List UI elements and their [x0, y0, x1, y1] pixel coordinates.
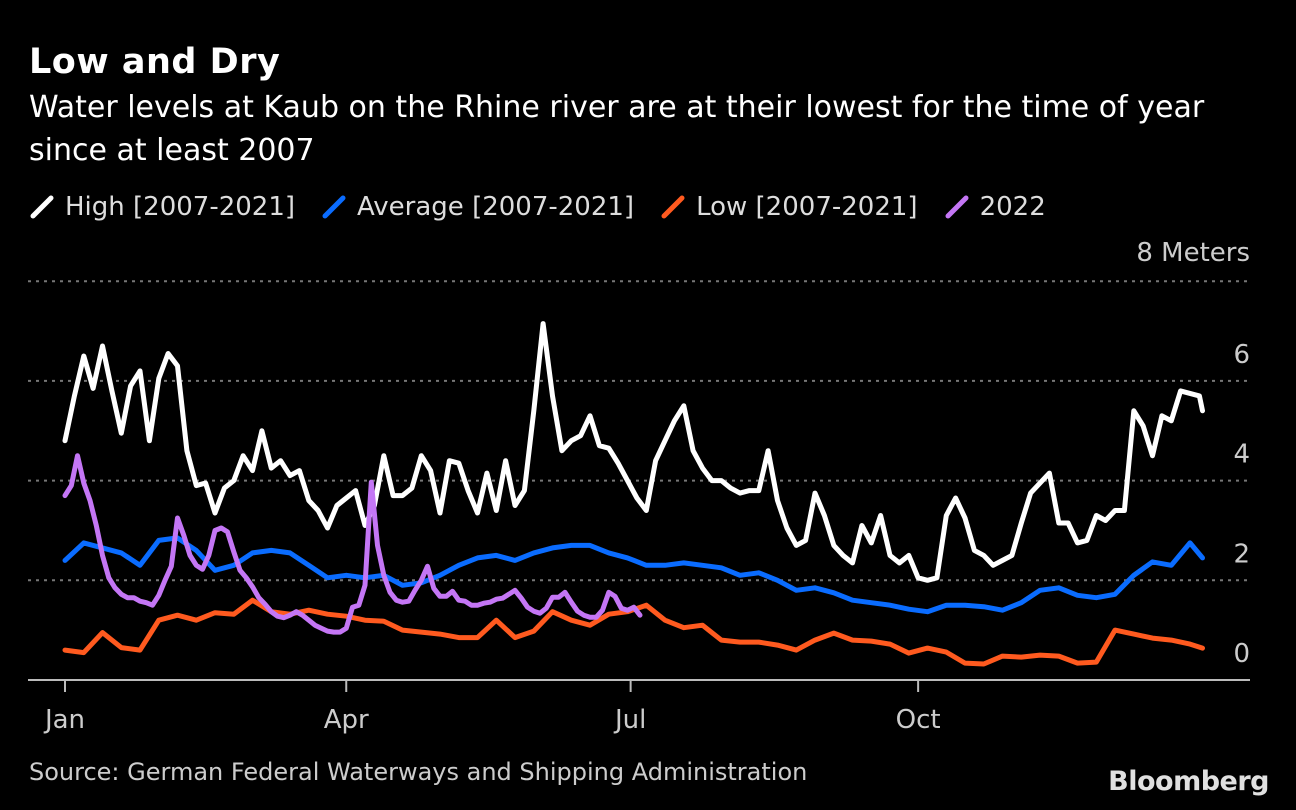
y-tick-label: 4 — [1233, 440, 1250, 470]
legend-label: Average [2007-2021] — [357, 192, 635, 222]
y-axis-label: 8 Meters — [1136, 238, 1250, 268]
legend-swatch-icon — [661, 195, 685, 219]
x-tick-label: Oct — [896, 705, 941, 735]
legend-label: 2022 — [979, 192, 1046, 222]
legend: High [2007-2021] Average [2007-2021] Low… — [29, 192, 1046, 222]
legend-label: High [2007-2021] — [65, 192, 296, 222]
legend-item-high: High [2007-2021] — [29, 192, 295, 222]
series-line-2022 — [62, 453, 643, 635]
legend-item-2022: 2022 — [944, 192, 1046, 222]
legend-swatch-icon — [322, 195, 346, 219]
y-tick-label: 2 — [1233, 539, 1250, 569]
series-line-average-2007-2021 — [62, 535, 1205, 615]
legend-label: Low [2007-2021] — [696, 192, 918, 222]
series-line-high-2007-2021 — [62, 321, 1205, 583]
x-tick-label: Jul — [613, 705, 646, 735]
legend-item-average: Average [2007-2021] — [321, 192, 634, 222]
x-tick-label: Jan — [43, 705, 85, 735]
y-tick-label: 6 — [1233, 340, 1250, 370]
bloomberg-logo: Bloomberg — [1108, 766, 1269, 797]
chart-subtitle: Water levels at Kaub on the Rhine river … — [29, 90, 1205, 168]
y-tick-label: 0 — [1233, 639, 1250, 669]
legend-item-low: Low [2007-2021] — [660, 192, 918, 222]
legend-swatch-icon — [945, 195, 969, 219]
legend-swatch-icon — [30, 195, 54, 219]
source-note: Source: German Federal Waterways and Shi… — [29, 758, 808, 786]
x-tick-label: Apr — [324, 705, 369, 735]
chart-title: Low and Dry — [29, 42, 281, 82]
